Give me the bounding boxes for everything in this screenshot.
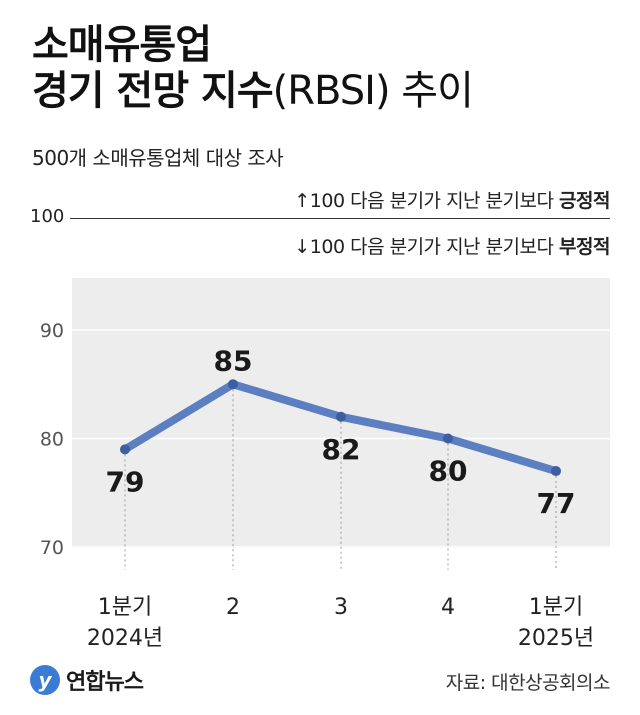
data-label-2: 82 <box>322 433 361 466</box>
reference-up-text: ↑100 다음 분기가 지난 분기보다 <box>294 190 560 212</box>
y-tick-label-90: 90 <box>40 320 64 342</box>
x-tick-label-line: 4 <box>441 595 455 620</box>
publisher-logo: y 연합뉴스 <box>30 664 144 696</box>
x-tick-label-line: 2 <box>226 595 240 620</box>
x-tick-label-3: 4 <box>441 595 455 620</box>
logo-text: 연합뉴스 <box>66 670 144 695</box>
title-line-2: 경기 전망 지수(RBSI) 추이 <box>32 68 474 114</box>
chart-title: 소매유통업 경기 전망 지수(RBSI) 추이 <box>32 22 474 114</box>
reference-note-up: ↑100 다음 분기가 지난 분기보다 긍정적 <box>294 186 610 213</box>
source-note: 자료: 대한상공회의소 <box>445 672 611 694</box>
reference-down-text: ↓100 다음 분기가 지난 분기보다 <box>294 236 560 258</box>
x-tick-label-0: 1분기 2024년 <box>87 595 163 651</box>
chart-subtitle: 500개 소매유통업체 대상 조사 <box>32 146 284 170</box>
title-line-1: 소매유통업 <box>32 22 212 68</box>
data-label-3: 80 <box>429 455 468 488</box>
title-line-2-light: (RBSI) 추이 <box>272 68 474 114</box>
x-tick-label-line: 2025년 <box>518 626 594 651</box>
data-label-1: 85 <box>214 344 253 377</box>
x-tick-label-4: 1분기 2025년 <box>518 595 594 651</box>
x-tick-label-2: 3 <box>334 595 348 620</box>
data-point-0 <box>120 444 130 455</box>
reference-value-label: 100 <box>30 206 65 227</box>
x-tick-label-line: 1분기 <box>529 595 583 620</box>
data-point-2 <box>336 411 346 422</box>
title-line-2-bold: 경기 전망 지수 <box>32 68 274 114</box>
y-tick-label-80: 80 <box>40 429 64 451</box>
data-label-0: 79 <box>106 465 145 498</box>
reference-down-emphasis: 부정적 <box>559 236 610 258</box>
data-label-4: 77 <box>537 487 576 520</box>
data-point-1 <box>228 379 238 390</box>
reference-line <box>70 218 610 219</box>
x-tick-label-line: 3 <box>334 595 348 620</box>
y-tick-label-70: 70 <box>40 537 64 559</box>
x-tick-label-1: 2 <box>226 595 240 620</box>
data-point-4 <box>551 466 561 477</box>
reference-up-emphasis: 긍정적 <box>559 190 610 212</box>
line-chart: 70 80 90 79 85 82 80 77 1분기 2024년 2 3 4 1분기 2025년 <box>40 278 610 651</box>
data-point-3 <box>443 433 453 444</box>
x-tick-label-line: 2024년 <box>87 626 163 651</box>
x-tick-label-line: 1분기 <box>98 595 152 620</box>
logo-icon: y <box>30 665 60 695</box>
reference-note-down: ↓100 다음 분기가 지난 분기보다 부정적 <box>294 232 610 259</box>
